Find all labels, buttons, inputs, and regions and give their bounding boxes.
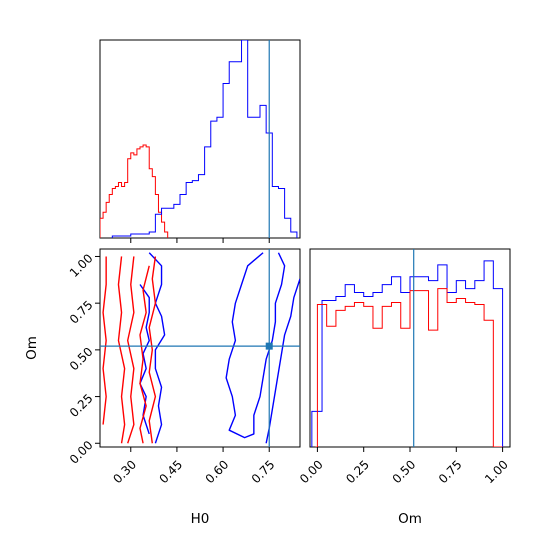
x-axis-label-Om: Om xyxy=(398,511,422,527)
hist-Om-plot-area xyxy=(311,249,504,447)
contour-series-1-level-1 xyxy=(117,256,126,444)
contour-series-1-level-0 xyxy=(102,256,107,425)
contour-series-0-level-2 xyxy=(225,252,286,439)
contour-truth-marker xyxy=(265,342,273,350)
contour-frame xyxy=(99,248,301,448)
contour-series-layer xyxy=(100,249,300,447)
contour-series-1-level-4 xyxy=(148,256,157,444)
hist-Om-series-1-step xyxy=(315,288,503,447)
contour-series-0-level-0 xyxy=(148,252,166,444)
hist-Om-series-0-step xyxy=(311,260,504,447)
histogram-H0-frame xyxy=(99,39,301,239)
x-axis-label-H0: H0 xyxy=(191,511,210,527)
contour-ticks: 0.30 0.45 0.60 0.750.000.250.500.751.00 xyxy=(67,251,278,486)
histogram-H0-series-layer xyxy=(100,40,298,238)
contour-series-1-level-3 xyxy=(139,265,150,444)
contour-H0-Om-panel: 0.30 0.45 0.60 0.750.000.250.500.751.00 H0 … xyxy=(24,248,301,527)
contour-H0-Om-plot-area xyxy=(100,249,300,447)
histogram-H0-panel xyxy=(99,39,301,243)
histogram-Om-series-layer xyxy=(311,249,504,447)
hist-H0-series-0-step xyxy=(100,144,169,238)
y-axis-label-Om: Om xyxy=(24,336,40,360)
hist-H0-plot-area xyxy=(100,40,298,238)
hist-H0-series-1-step xyxy=(111,40,298,238)
histogram-H0-ticks xyxy=(130,238,270,243)
contour-series-0-level-3 xyxy=(265,278,300,444)
contour-series-1-level-2 xyxy=(126,256,135,444)
